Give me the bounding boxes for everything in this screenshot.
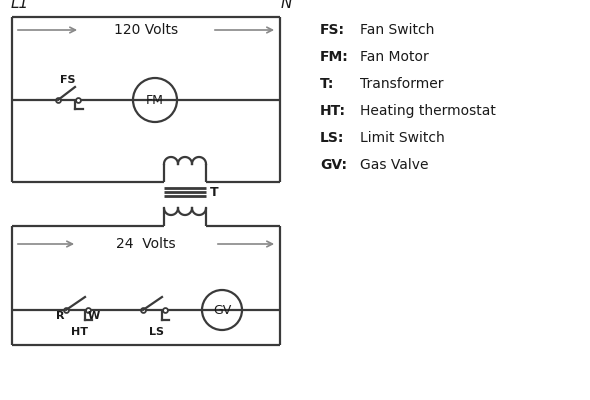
Text: Limit Switch: Limit Switch <box>360 131 445 145</box>
Text: LS: LS <box>149 327 165 337</box>
Text: FS:: FS: <box>320 23 345 37</box>
Text: 120 Volts: 120 Volts <box>114 23 178 37</box>
Text: R: R <box>55 311 64 321</box>
Text: N: N <box>281 0 293 11</box>
Text: T:: T: <box>320 77 335 91</box>
Text: LS:: LS: <box>320 131 345 145</box>
Text: FM: FM <box>146 94 164 106</box>
Text: W: W <box>88 311 100 321</box>
Text: Fan Switch: Fan Switch <box>360 23 434 37</box>
Text: Transformer: Transformer <box>360 77 444 91</box>
Text: HT:: HT: <box>320 104 346 118</box>
Text: FM:: FM: <box>320 50 349 64</box>
Text: HT: HT <box>71 327 88 337</box>
Text: Fan Motor: Fan Motor <box>360 50 429 64</box>
Text: T: T <box>210 186 219 198</box>
Text: GV:: GV: <box>320 158 347 172</box>
Text: GV: GV <box>213 304 231 316</box>
Text: L1: L1 <box>11 0 30 11</box>
Text: FS: FS <box>60 75 76 85</box>
Text: 24  Volts: 24 Volts <box>116 237 176 251</box>
Text: Gas Valve: Gas Valve <box>360 158 428 172</box>
Text: Heating thermostat: Heating thermostat <box>360 104 496 118</box>
